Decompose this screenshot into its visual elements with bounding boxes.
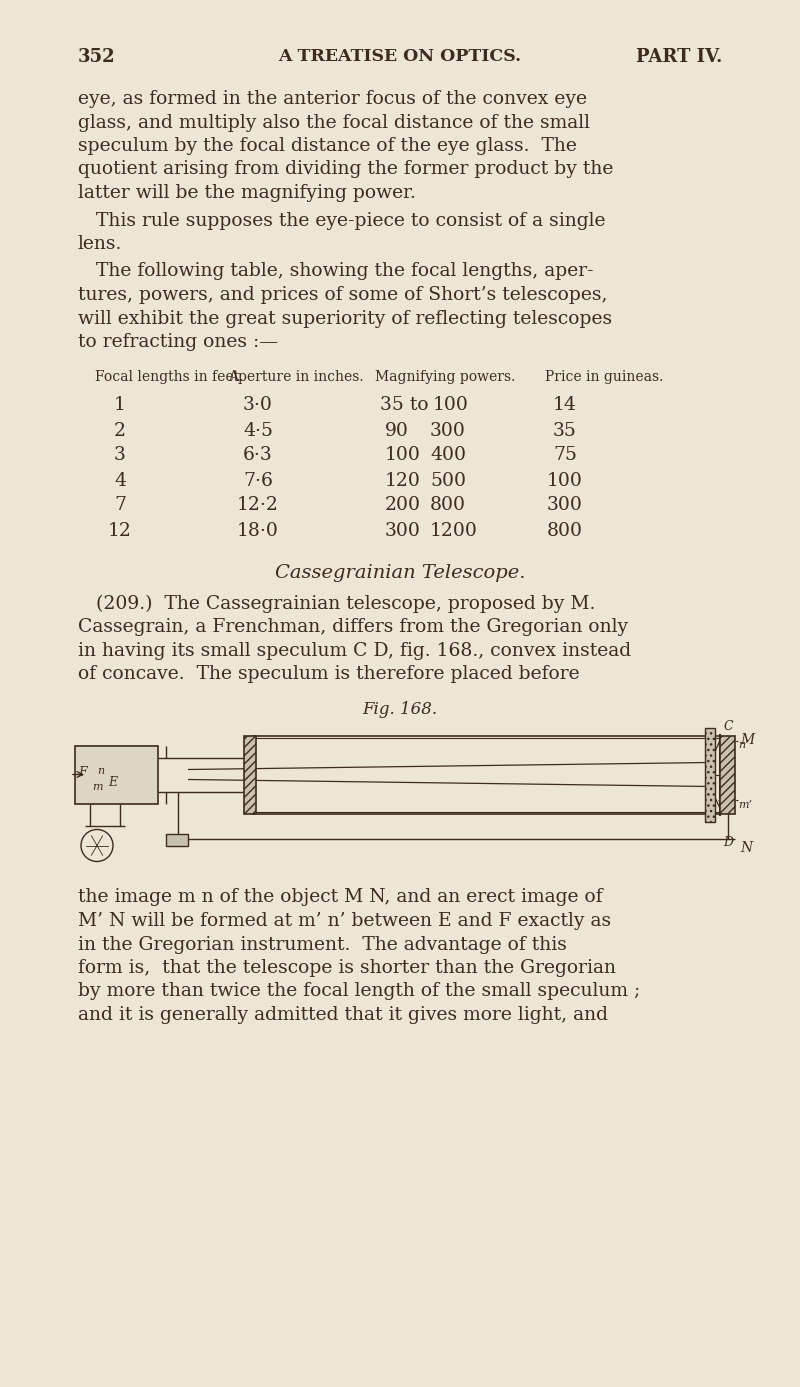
Text: M: M [740,734,754,748]
Text: M’ N will be formed at m’ n’ between E and F exactly as: M’ N will be formed at m’ n’ between E a… [78,913,611,931]
Text: 300: 300 [547,497,583,515]
Text: of concave.  The speculum is therefore placed before: of concave. The speculum is therefore pl… [78,664,580,682]
Text: n’: n’ [738,741,749,750]
Text: 1: 1 [114,397,126,415]
Text: and it is generally admitted that it gives more light, and: and it is generally admitted that it giv… [78,1006,608,1024]
Text: latter will be the magnifying power.: latter will be the magnifying power. [78,184,416,203]
Text: 7·6: 7·6 [243,472,273,490]
Text: N: N [740,841,752,854]
Text: E: E [109,777,118,789]
Text: n: n [98,766,105,775]
Text: This rule supposes the eye-piece to consist of a single: This rule supposes the eye-piece to cons… [78,211,606,229]
Text: 100: 100 [385,447,421,465]
Text: in having its small speculum C D, fig. 168., convex instead: in having its small speculum C D, fig. 1… [78,642,631,659]
Text: in the Gregorian instrument.  The advantage of this: in the Gregorian instrument. The advanta… [78,935,567,953]
Text: A TREATISE ON OPTICS.: A TREATISE ON OPTICS. [278,49,522,65]
Text: 120: 120 [385,472,421,490]
Text: lens.: lens. [78,234,122,252]
Text: 400: 400 [430,447,466,465]
Text: Cassegrainian Telescope.: Cassegrainian Telescope. [274,565,526,583]
Text: 75: 75 [553,447,577,465]
Text: 2: 2 [114,422,126,440]
Text: Focal lengths in feet.: Focal lengths in feet. [95,370,243,384]
Text: Price in guineas.: Price in guineas. [545,370,663,384]
Bar [720,735,735,814]
Text: m’: m’ [738,799,752,810]
Text: 3·0: 3·0 [243,397,273,415]
Text: 90: 90 [385,422,409,440]
Text: 12·2: 12·2 [237,497,279,515]
Text: (209.)  The Cassegrainian telescope, proposed by M.: (209.) The Cassegrainian telescope, prop… [78,595,595,613]
Text: 4·5: 4·5 [243,422,273,440]
Text: tures, powers, and prices of some of Short’s telescopes,: tures, powers, and prices of some of Sho… [78,286,607,304]
Text: the image m n of the object M N, and an erect image of: the image m n of the object M N, and an … [78,889,602,907]
Bar [166,834,188,846]
Text: 7: 7 [114,497,126,515]
Text: glass, and multiply also the focal distance of the small: glass, and multiply also the focal dista… [78,114,590,132]
Text: by more than twice the focal length of the small speculum ;: by more than twice the focal length of t… [78,982,640,1000]
Text: 352: 352 [78,49,116,67]
Text: 200: 200 [385,497,421,515]
Text: 35 to: 35 to [380,397,429,415]
Text: 14: 14 [553,397,577,415]
Text: 300: 300 [430,422,466,440]
Text: Fig. 168.: Fig. 168. [362,700,438,717]
Text: eye, as formed in the anterior focus of the convex eye: eye, as formed in the anterior focus of … [78,90,587,108]
Bar [75,745,158,803]
Text: Magnifying powers.: Magnifying powers. [375,370,515,384]
Text: 100: 100 [547,472,583,490]
Text: to refracting ones :—: to refracting ones :— [78,333,278,351]
Text: Cassegrain, a Frenchman, differs from the Gregorian only: Cassegrain, a Frenchman, differs from th… [78,619,628,637]
Text: 100: 100 [433,397,469,415]
Text: 4: 4 [114,472,126,490]
Bar [705,728,715,821]
Text: m: m [92,781,102,792]
Text: 300: 300 [385,522,421,540]
Text: 35: 35 [553,422,577,440]
Text: 1200: 1200 [430,522,478,540]
Text: C: C [723,720,733,732]
Text: 6·3: 6·3 [243,447,273,465]
Text: quotient arising from dividing the former product by the: quotient arising from dividing the forme… [78,161,614,179]
Text: 12: 12 [108,522,132,540]
Text: speculum by the focal distance of the eye glass.  The: speculum by the focal distance of the ey… [78,137,577,155]
Text: PART IV.: PART IV. [636,49,722,67]
Text: 3: 3 [114,447,126,465]
Text: F: F [78,767,87,779]
Text: form is,  that the telescope is shorter than the Gregorian: form is, that the telescope is shorter t… [78,958,616,976]
Bar [244,735,256,814]
Text: Aperture in inches.: Aperture in inches. [228,370,364,384]
Text: 500: 500 [430,472,466,490]
Text: 800: 800 [430,497,466,515]
Text: The following table, showing the focal lengths, aper-: The following table, showing the focal l… [78,262,594,280]
Text: will exhibit the great superiority of reflecting telescopes: will exhibit the great superiority of re… [78,309,612,327]
Text: 800: 800 [547,522,583,540]
Text: 18·0: 18·0 [237,522,279,540]
Text: D: D [723,835,733,849]
